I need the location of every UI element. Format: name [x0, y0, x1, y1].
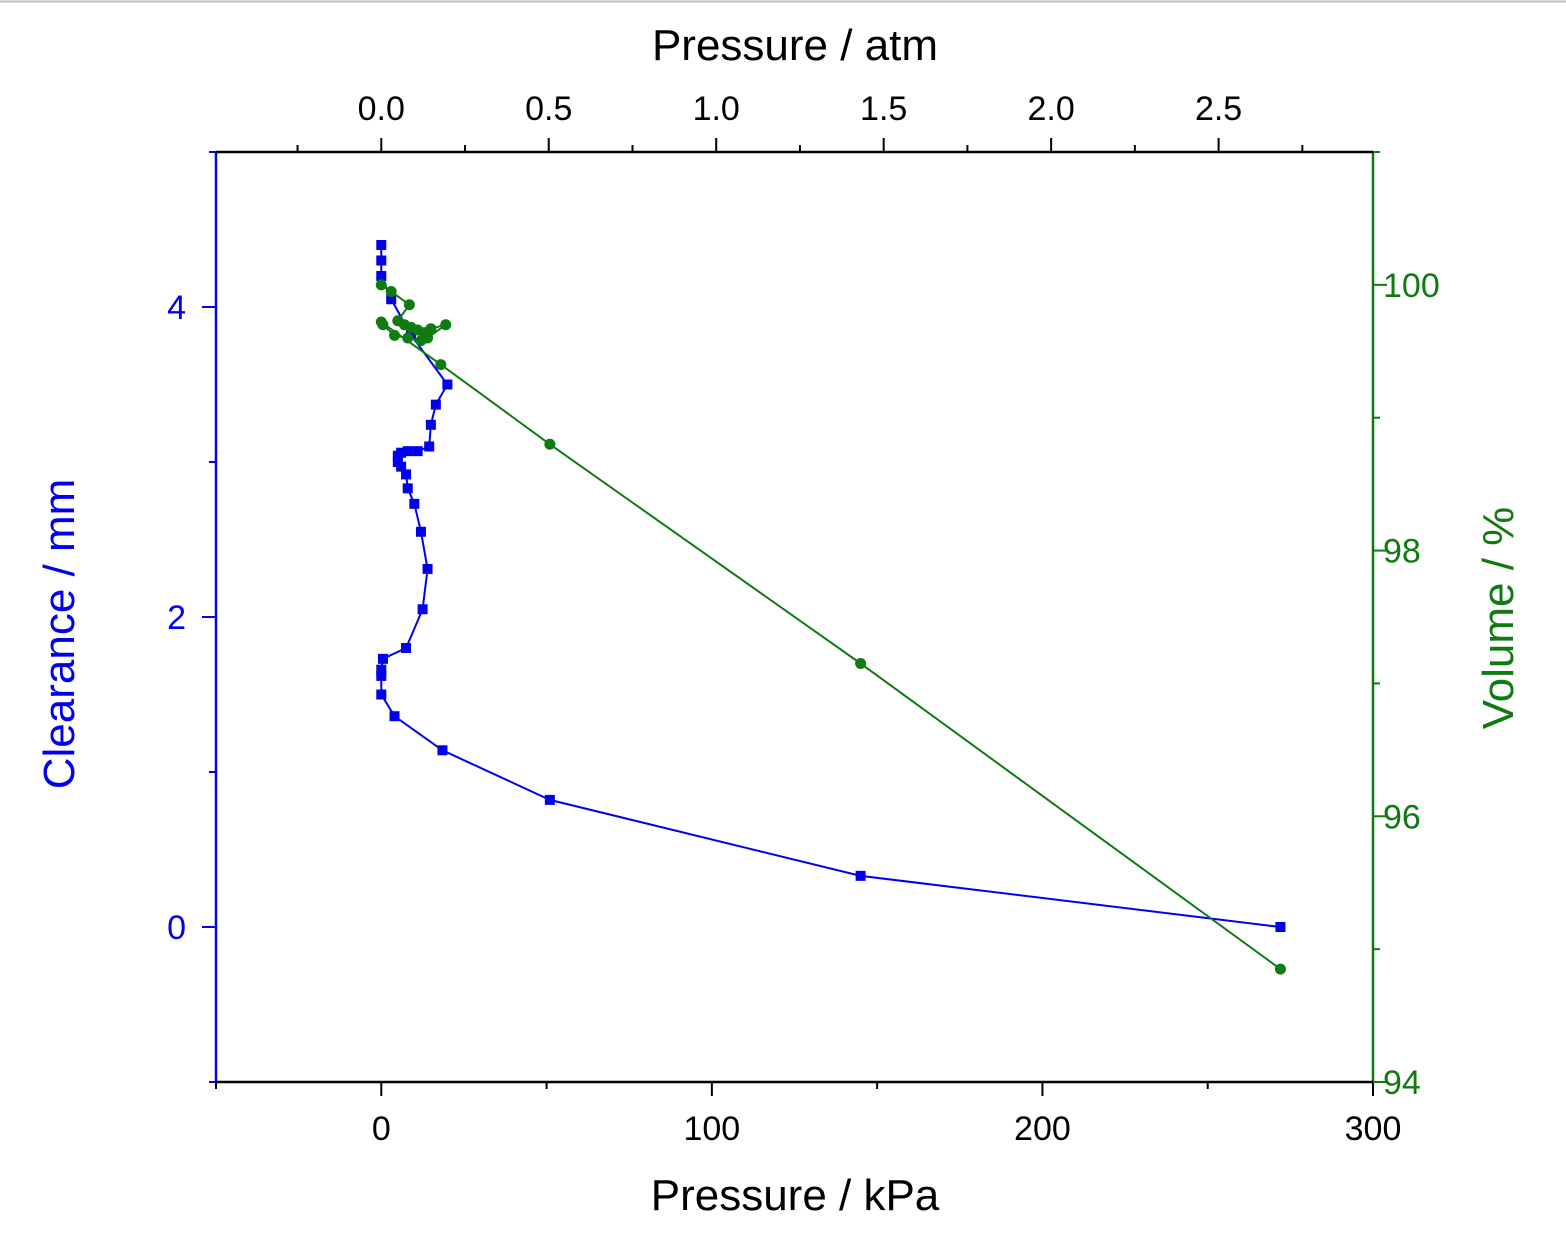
clearance-point — [425, 419, 436, 430]
x-top-tick-label: 0.0 — [358, 90, 405, 128]
clearance-point — [377, 653, 388, 664]
volume-point — [435, 359, 447, 371]
y-left-tick-label: 4 — [167, 289, 186, 327]
x-top-tick-label: 2.0 — [1028, 90, 1075, 128]
clearance-line — [380, 245, 1281, 928]
clearance-point — [415, 526, 426, 537]
x-top-tick-label: 2.5 — [1195, 90, 1242, 128]
clearance-point — [402, 483, 413, 494]
volume-point — [375, 279, 387, 291]
volume-point — [544, 438, 556, 450]
x-top-tick-label: 0.5 — [525, 90, 572, 128]
clearance-series — [376, 240, 1286, 932]
volume-point — [402, 332, 414, 344]
x-top-tick-label: 1.0 — [693, 90, 740, 128]
clearance-point — [386, 294, 397, 305]
clearance-point — [544, 794, 555, 805]
volume-point — [855, 658, 867, 669]
clearance-point — [430, 399, 441, 410]
clearance-point — [401, 643, 412, 653]
volume-series — [375, 279, 1286, 975]
clearance-point — [376, 240, 387, 250]
x-bottom-tick-label: 0 — [372, 1110, 391, 1148]
volume-point — [389, 329, 401, 341]
clearance-point — [401, 469, 412, 480]
clearance-point — [424, 441, 435, 452]
y-left-axis-title: Clearance / mm — [35, 479, 84, 790]
x-bottom-axis-title: Pressure / kPa — [651, 1171, 940, 1220]
clearance-point — [376, 670, 387, 681]
clearance-point — [392, 450, 403, 461]
clearance-point — [389, 711, 400, 722]
y-right-tick-label: 98 — [1383, 533, 1421, 571]
x-top-tick-label: 1.5 — [860, 90, 907, 128]
clearance-point — [402, 446, 413, 457]
clearance-point — [409, 498, 420, 509]
x-bottom-tick-label: 100 — [683, 1110, 740, 1148]
x-bottom-tick-label: 200 — [1014, 1110, 1071, 1148]
clearance-point — [855, 870, 866, 881]
y-right-tick-label: 94 — [1383, 1064, 1421, 1102]
clearance-point — [376, 271, 387, 281]
volume-point — [415, 335, 427, 347]
volume-point — [425, 323, 437, 335]
y-left-tick-label: 2 — [167, 599, 186, 637]
y-left-tick-label: 0 — [167, 909, 186, 947]
volume-point — [385, 286, 397, 297]
clearance-point — [417, 604, 428, 615]
volume-point — [403, 299, 415, 311]
clearance-point — [376, 255, 387, 266]
volume-point — [375, 316, 387, 328]
x-top-axis-title: Pressure / atm — [652, 21, 938, 70]
volume-point — [440, 319, 452, 331]
clearance-point — [376, 664, 387, 675]
y-right-tick-label: 100 — [1383, 267, 1440, 305]
y-right-tick-label: 96 — [1383, 798, 1421, 836]
clearance-point — [442, 379, 453, 390]
clearance-point — [376, 689, 387, 700]
volume-line — [380, 284, 1282, 970]
y-right-axis-title: Volume / % — [1474, 507, 1523, 730]
clearance-point — [1275, 922, 1286, 932]
x-bottom-tick-label: 300 — [1345, 1110, 1402, 1148]
clearance-point — [396, 461, 407, 472]
clearance-point — [437, 745, 448, 756]
clearance-point — [422, 563, 433, 574]
clearance-point — [412, 446, 423, 457]
volume-point — [1274, 963, 1286, 975]
